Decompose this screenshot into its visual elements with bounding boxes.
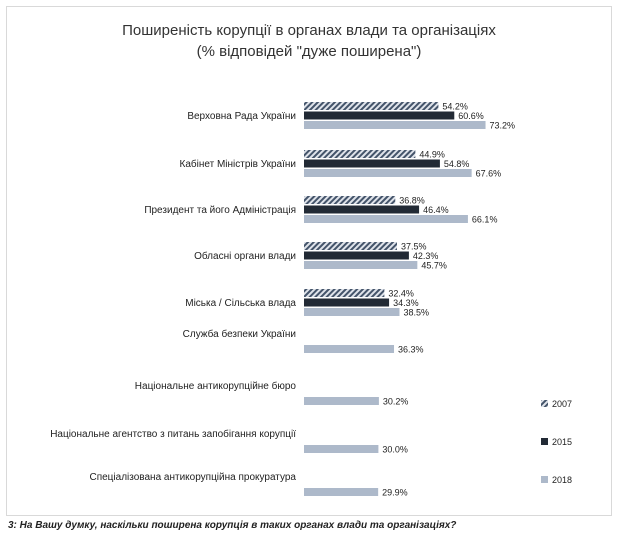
bar-2007 — [304, 150, 416, 158]
bar-2007 — [304, 242, 397, 250]
bar-2007 — [304, 102, 439, 110]
bar-2015 — [304, 159, 440, 168]
bar-2015 — [304, 111, 455, 120]
data-label-2015: 34.3% — [393, 298, 419, 308]
bar-2018 — [304, 488, 379, 496]
chart-subtitle: (% відповідей "дуже поширена") — [196, 43, 422, 60]
bar-2015 — [304, 251, 409, 260]
category-label: Кабінет Міністрів України — [180, 158, 296, 170]
data-label-2007: 36.8% — [399, 196, 425, 206]
bar-2018 — [304, 308, 400, 316]
data-label-2018: 66.1% — [472, 215, 498, 225]
data-label-2018: 67.6% — [476, 169, 502, 179]
data-label-2015: 42.3% — [413, 251, 439, 261]
data-label-2015: 54.8% — [444, 159, 470, 169]
data-label-2007: 32.4% — [388, 289, 414, 299]
chart-frame — [6, 6, 612, 516]
legend-label-2007: 2007 — [552, 399, 572, 409]
legend-label-2015: 2015 — [552, 437, 572, 447]
bar-2007 — [304, 196, 396, 204]
data-label-2018: 30.0% — [382, 445, 408, 455]
category-label: Національне антикорупційне бюро — [135, 380, 297, 392]
category-label: Міська / Сільська влада — [185, 298, 296, 309]
bar-2007 — [304, 289, 385, 297]
data-label-2007: 54.2% — [442, 102, 468, 112]
data-label-2018: 36.3% — [398, 345, 424, 355]
bar-2018 — [304, 215, 468, 223]
legend-swatch-2018 — [541, 476, 548, 483]
data-label-2007: 44.9% — [419, 150, 445, 160]
data-label-2015: 60.6% — [458, 111, 484, 121]
data-label-2018: 29.9% — [382, 488, 408, 498]
legend-swatch-2015 — [541, 438, 548, 445]
bar-2015 — [304, 205, 420, 214]
category-label: Національне агентство з питань запобіган… — [50, 428, 296, 440]
category-label: Президент та його Адміністрація — [144, 205, 296, 216]
category-label: Верховна Рада України — [187, 111, 296, 122]
category-label: Служба безпеки України — [183, 328, 296, 340]
data-label-2018: 45.7% — [421, 261, 447, 271]
data-label-2015: 46.4% — [423, 205, 449, 215]
data-label-2018: 73.2% — [490, 121, 516, 131]
legend-label-2018: 2018 — [552, 475, 572, 485]
bar-2018 — [304, 121, 486, 129]
bar-2018 — [304, 169, 472, 177]
data-label-2018: 30.2% — [383, 397, 409, 407]
bar-2018 — [304, 261, 418, 269]
bar-2015 — [304, 298, 390, 307]
category-label: Обласні органи влади — [194, 250, 296, 262]
data-label-2018: 38.5% — [403, 308, 429, 318]
data-label-2007: 37.5% — [401, 242, 427, 252]
chart-title: Поширеність корупції в органах влади та … — [122, 22, 496, 39]
category-label: Спеціалізована антикорупційна прокуратур… — [89, 472, 296, 483]
bar-2018 — [304, 445, 379, 453]
bar-2018 — [304, 345, 395, 353]
question-footnote: 3: На Вашу думку, наскільки поширена кор… — [8, 520, 457, 531]
bar-2018 — [304, 397, 379, 405]
legend-swatch-2007 — [541, 400, 548, 407]
